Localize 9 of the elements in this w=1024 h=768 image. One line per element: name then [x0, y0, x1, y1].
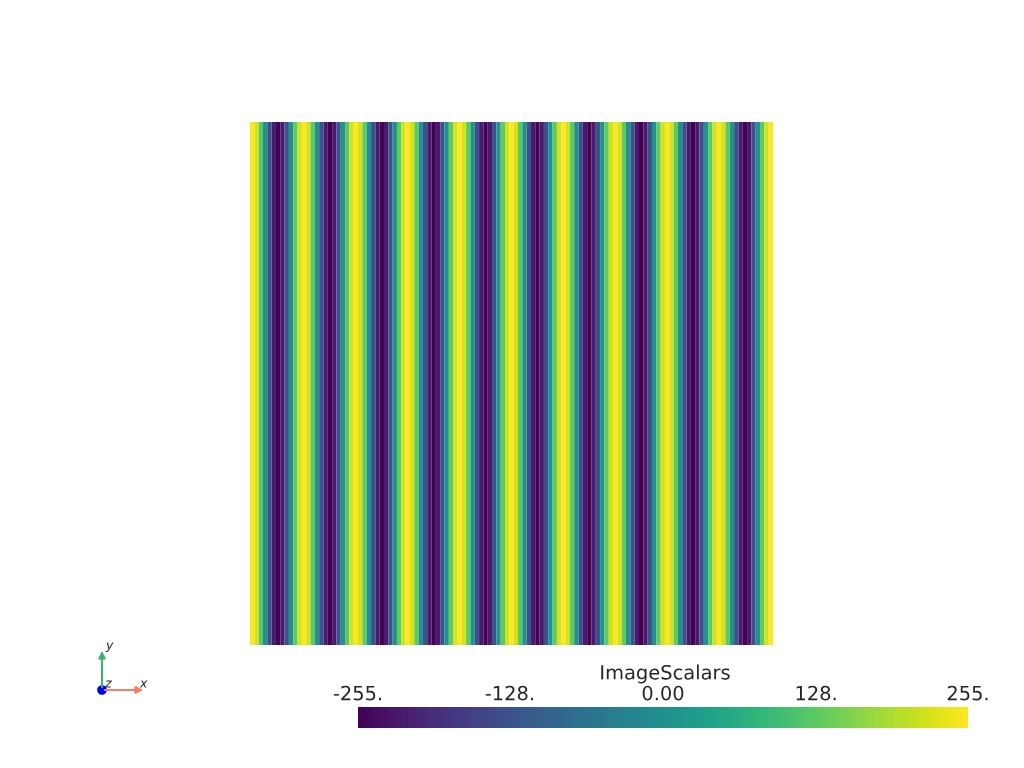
text: y: [105, 642, 114, 653]
color-bar-label: 128.: [796, 685, 836, 701]
color-bar-label: 255.: [947, 685, 988, 701]
text: x: [139, 680, 148, 688]
color-bar-label: -128.: [485, 685, 533, 701]
color-bar-label: 0.00: [642, 685, 684, 701]
color-bar-title: ImageScalars: [601, 664, 730, 684]
color-bar-label: -255.: [333, 685, 382, 701]
text: z: [104, 680, 112, 688]
